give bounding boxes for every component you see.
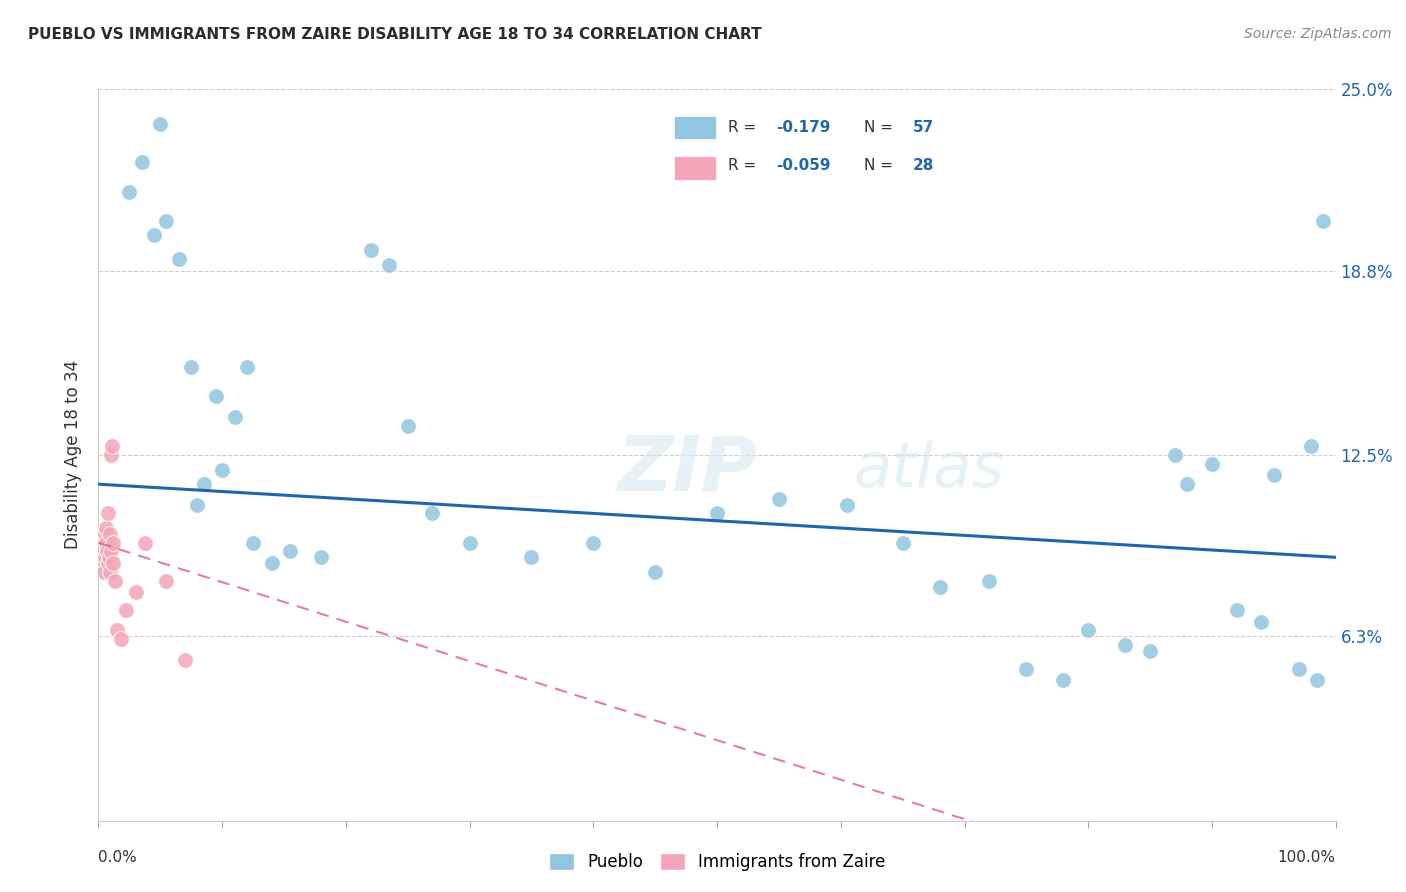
Text: 0.0%: 0.0% [98,850,138,865]
Point [97,550,120,565]
Text: N =: N = [865,158,898,173]
Text: 100.0%: 100.0% [1278,850,1336,865]
Point [105,624,128,638]
Point [101,439,124,453]
Point [891,535,914,549]
Point [98,527,121,541]
Point [93,565,115,579]
Point [1077,624,1099,638]
Point [706,507,728,521]
Text: -0.059: -0.059 [776,158,831,173]
Point [1139,644,1161,658]
Point [768,491,790,506]
Point [93,527,115,541]
Point [110,632,132,647]
Text: R =: R = [728,158,761,173]
Point [979,574,1001,588]
Point [90,550,112,565]
Point [1306,673,1329,688]
Text: 57: 57 [912,120,934,135]
Point [193,477,215,491]
Point [97,556,120,570]
Point [1299,439,1322,453]
Y-axis label: Disability Age 18 to 34: Disability Age 18 to 34 [65,360,83,549]
Text: atlas: atlas [853,440,1004,500]
Text: -0.179: -0.179 [776,120,831,135]
Point [143,228,166,243]
Point [167,252,190,266]
Point [928,580,950,594]
Point [1288,661,1310,675]
Point [186,498,208,512]
Point [582,535,605,549]
Point [114,603,136,617]
Point [1226,603,1249,617]
Point [98,565,121,579]
Point [96,535,118,549]
Point [100,448,122,462]
Point [1201,457,1223,471]
Point [94,521,117,535]
Point [1312,214,1334,228]
Point [1263,468,1285,483]
Text: ZIP: ZIP [619,433,758,507]
Point [118,185,141,199]
Point [1052,673,1074,688]
Point [155,214,177,228]
Point [236,360,259,375]
Point [180,360,202,375]
Text: N =: N = [865,120,898,135]
Text: Source: ZipAtlas.com: Source: ZipAtlas.com [1244,27,1392,41]
Point [260,556,283,570]
Point [422,507,444,521]
Point [396,418,419,433]
Point [1164,448,1187,462]
Point [378,258,401,272]
Point [520,550,543,565]
Point [103,556,125,570]
Point [97,507,120,521]
Text: R =: R = [728,120,761,135]
Point [131,155,153,169]
Bar [673,156,716,179]
Point [91,556,114,570]
Point [242,535,264,549]
Point [205,389,228,403]
Point [1250,615,1272,629]
Point [360,243,382,257]
Point [94,550,117,565]
Point [211,462,233,476]
Point [93,544,115,558]
Point [309,550,332,565]
Point [1175,477,1198,491]
Point [103,574,125,588]
Point [174,653,197,667]
Point [101,535,124,549]
Point [134,535,156,549]
Point [458,535,481,549]
Point [124,585,146,599]
Point [278,544,301,558]
Point [149,117,172,131]
Point [224,409,246,424]
Point [100,544,122,558]
Point [1015,661,1038,675]
Point [96,544,118,558]
Text: PUEBLO VS IMMIGRANTS FROM ZAIRE DISABILITY AGE 18 TO 34 CORRELATION CHART: PUEBLO VS IMMIGRANTS FROM ZAIRE DISABILI… [28,27,762,42]
Point [644,565,666,579]
Point [155,574,177,588]
Legend: Pueblo, Immigrants from Zaire: Pueblo, Immigrants from Zaire [543,847,891,878]
Bar [673,116,716,139]
Point [1114,638,1136,652]
Point [835,498,858,512]
Point [91,535,114,549]
Text: 28: 28 [912,158,935,173]
